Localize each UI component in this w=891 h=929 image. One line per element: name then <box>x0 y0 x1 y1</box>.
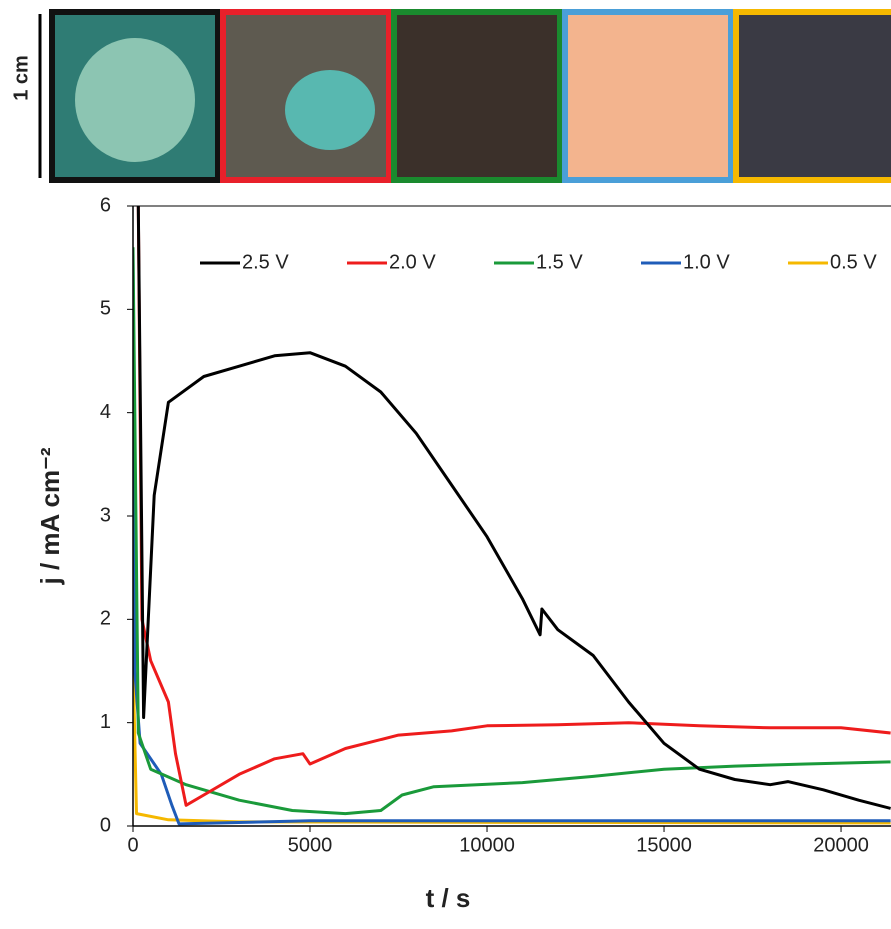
legend-label: 0.5 V <box>830 251 877 273</box>
legend-label: 2.5 V <box>242 251 289 273</box>
legend-label: 1.0 V <box>683 251 730 273</box>
y-tick-label: 1 <box>100 711 111 733</box>
y-tick-label: 6 <box>100 194 111 216</box>
y-tick-label: 4 <box>100 401 111 423</box>
scale-label: 1 cm <box>10 55 32 101</box>
photo-detail <box>75 38 195 162</box>
series-line <box>136 205 891 810</box>
series-line <box>136 205 891 807</box>
x-tick-label: 20000 <box>813 834 869 856</box>
x-tick-label: 0 <box>127 834 138 856</box>
legend-label: 1.5 V <box>536 251 583 273</box>
y-tick-label: 0 <box>100 814 111 836</box>
photo-detail <box>285 70 375 150</box>
photo <box>733 9 891 183</box>
x-tick-label: 15000 <box>636 834 692 856</box>
legend-label: 2.0 V <box>389 251 436 273</box>
x-tick-label: 5000 <box>288 834 333 856</box>
photo <box>562 9 734 183</box>
y-tick-label: 3 <box>100 504 111 526</box>
series-line <box>133 252 891 826</box>
x-axis-label: t / s <box>426 883 471 913</box>
y-axis-label: j / mA cm⁻² <box>35 447 65 585</box>
y-tick-label: 5 <box>100 298 111 320</box>
series-line <box>133 660 891 825</box>
plot <box>133 205 891 826</box>
photo <box>391 9 563 183</box>
x-tick-label: 10000 <box>459 834 515 856</box>
y-tick-label: 2 <box>100 608 111 630</box>
photo-strip: 1 cm <box>10 9 891 183</box>
